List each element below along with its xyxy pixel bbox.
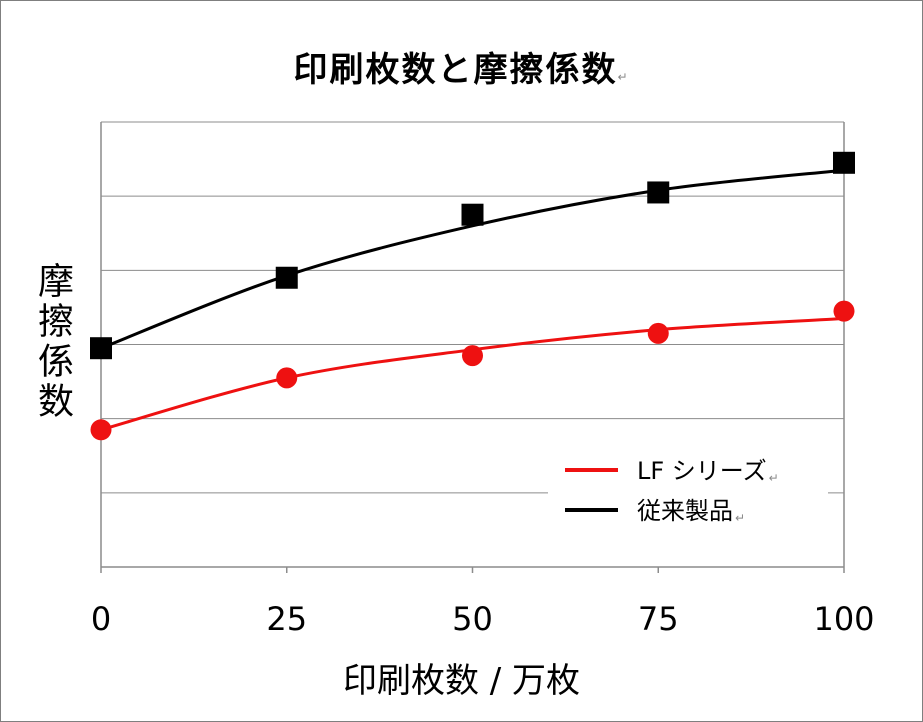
x-tick-labels: 0 25 50 75 100 [91, 567, 875, 638]
data-point-conventional [461, 203, 484, 226]
title-return-mark: ↵ [617, 70, 630, 84]
x-tick-label: 50 [452, 600, 493, 638]
data-point-lf [833, 300, 855, 322]
chart-title: 印刷枚数と摩擦係数↵ [0, 42, 923, 91]
chart-title-text: 印刷枚数と摩擦係数 [293, 50, 618, 90]
grid-lines [101, 121, 844, 494]
legend-label-conventional: 従来製品 [637, 497, 733, 525]
data-point-conventional [647, 181, 670, 204]
series-layer [90, 151, 855, 441]
data-point-conventional [90, 337, 112, 360]
series-line-lf [100, 317, 845, 432]
data-point-lf [647, 322, 669, 344]
x-axis-label: 印刷枚数 / 万枚 [342, 661, 581, 701]
data-point-lf [276, 367, 298, 389]
x-tick-label: 100 [813, 600, 874, 638]
x-tick-label: 25 [266, 600, 307, 638]
legend-box [548, 447, 828, 529]
legend-return-mark: ↵ [769, 471, 779, 485]
x-tick-label: 0 [91, 600, 111, 638]
data-point-lf [462, 345, 483, 367]
legend-label-lf: LF シリーズ [637, 457, 767, 485]
legend-return-mark: ↵ [735, 511, 745, 525]
data-point-lf [90, 419, 112, 441]
series-line-conventional [100, 168, 845, 350]
legend: LF シリーズ ↵従来製品 ↵ [548, 447, 828, 529]
data-point-conventional [833, 151, 855, 174]
x-tick-label: 75 [638, 600, 679, 638]
y-axis-label: 摩擦係数 [32, 262, 73, 422]
data-point-conventional [275, 266, 298, 289]
